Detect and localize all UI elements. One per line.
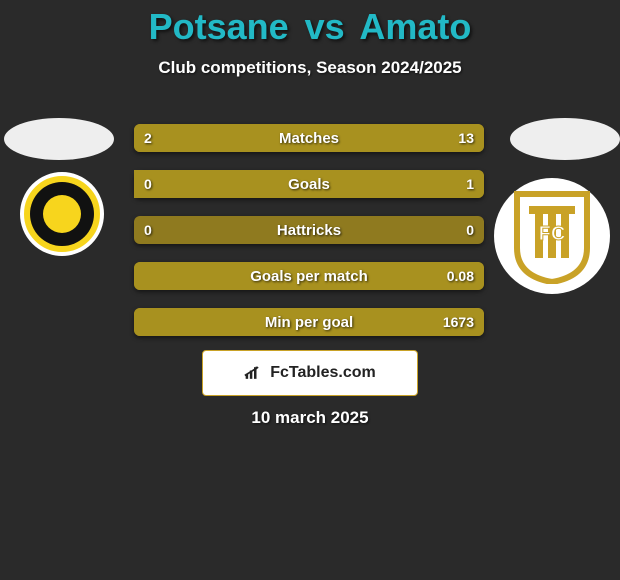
stats-container: 2 Matches 13 0 Goals 1 0 Hattricks 0 Goa…	[134, 124, 484, 354]
page-title: Potsane vs Amato	[0, 0, 620, 48]
stat-right-value: 1	[466, 176, 474, 192]
club-logo-left	[20, 172, 104, 256]
stat-row-goals: 0 Goals 1	[134, 170, 484, 198]
stat-row-gpm: Goals per match 0.08	[134, 262, 484, 290]
stat-label: Hattricks	[277, 222, 341, 239]
stat-row-matches: 2 Matches 13	[134, 124, 484, 152]
stat-fill-left	[134, 124, 180, 152]
date-label: 10 march 2025	[0, 408, 620, 428]
stat-right-value: 13	[458, 130, 474, 146]
club-logo-right: FC	[494, 178, 610, 294]
stat-row-mpg: Min per goal 1673	[134, 308, 484, 336]
bar-chart-icon	[244, 365, 264, 381]
subtitle: Club competitions, Season 2024/2025	[0, 58, 620, 78]
title-vs: vs	[305, 6, 345, 47]
stat-right-value: 1673	[443, 314, 474, 330]
title-left: Potsane	[149, 6, 289, 47]
stat-label: Goals per match	[250, 268, 368, 285]
stat-label: Min per goal	[265, 314, 353, 331]
stat-left-value: 0	[144, 222, 152, 238]
avatar-left	[4, 118, 114, 160]
stat-right-value: 0	[466, 222, 474, 238]
avatar-right	[510, 118, 620, 160]
stat-row-hattricks: 0 Hattricks 0	[134, 216, 484, 244]
stat-right-value: 0.08	[447, 268, 474, 284]
source-badge[interactable]: FcTables.com	[202, 350, 418, 396]
stat-label: Goals	[288, 176, 330, 193]
fc-shield-icon: FC	[509, 188, 595, 284]
title-right: Amato	[359, 6, 471, 47]
stat-label: Matches	[279, 130, 339, 147]
stat-left-value: 0	[144, 176, 152, 192]
svg-text:FC: FC	[539, 223, 566, 245]
source-label: FcTables.com	[270, 364, 376, 382]
stat-left-value: 2	[144, 130, 152, 146]
kaizer-chiefs-icon	[30, 182, 94, 246]
